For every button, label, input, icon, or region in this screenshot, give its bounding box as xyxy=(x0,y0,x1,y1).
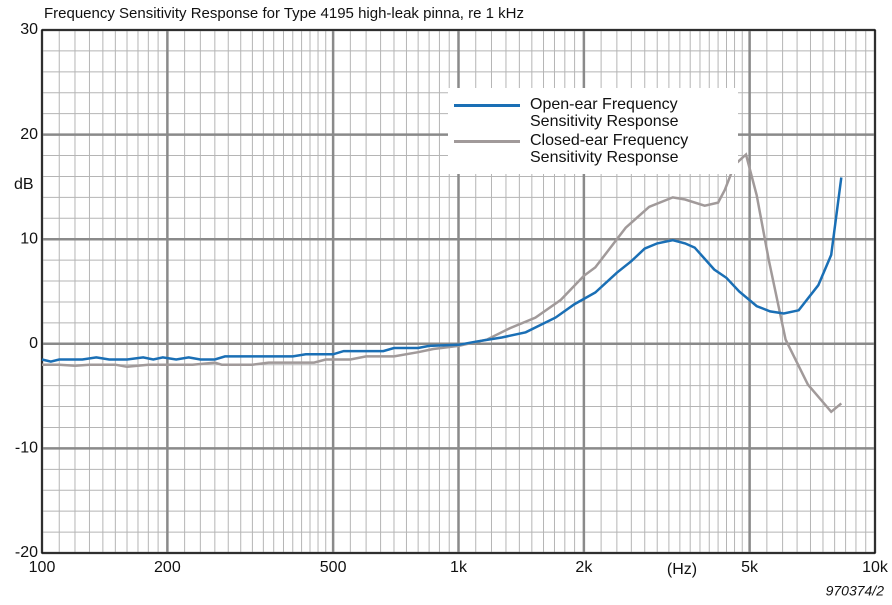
x-tick-label: 200 xyxy=(154,559,181,576)
x-tick-label: 2k xyxy=(575,559,593,576)
y-tick-label: 30 xyxy=(20,21,38,38)
legend-swatch xyxy=(454,104,520,107)
y-tick-label: 0 xyxy=(29,335,38,352)
x-tick-label: 5k xyxy=(741,559,759,576)
x-tick-label: 100 xyxy=(29,559,56,576)
annotation: 970374/2 xyxy=(826,583,885,599)
legend: Open-ear Frequency Sensitivity Response C… xyxy=(448,88,738,174)
y-tick-label: 20 xyxy=(20,126,38,143)
x-tick-label: 10k xyxy=(862,559,889,576)
legend-label: Open-ear Frequency Sensitivity Response xyxy=(530,96,679,130)
chart-title: Frequency Sensitivity Response for Type … xyxy=(44,5,524,22)
y-tick-label: -20 xyxy=(15,544,38,561)
plot-frame xyxy=(41,29,876,554)
y-axis-label: dB xyxy=(14,176,34,193)
series-line xyxy=(42,152,843,414)
y-tick-label: -10 xyxy=(15,440,38,457)
x-tick-label: 1k xyxy=(450,559,468,576)
series-line xyxy=(41,177,843,363)
legend-label: Closed-ear Frequency Sensitivity Respons… xyxy=(530,132,689,166)
x-axis-label: (Hz) xyxy=(667,561,697,578)
y-tick-label: 10 xyxy=(20,230,38,247)
legend-item: Open-ear Frequency Sensitivity Response xyxy=(454,96,734,130)
legend-swatch xyxy=(454,140,520,143)
x-tick-label: 500 xyxy=(320,559,347,576)
legend-item: Closed-ear Frequency Sensitivity Respons… xyxy=(454,132,734,166)
